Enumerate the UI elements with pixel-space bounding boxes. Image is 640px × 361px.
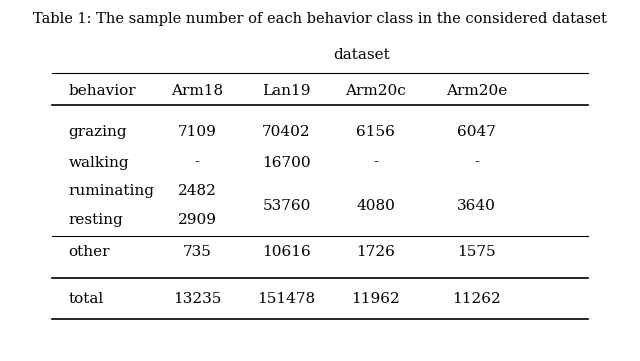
Text: 1726: 1726 — [356, 245, 396, 259]
Text: Table 1: The sample number of each behavior class in the considered dataset: Table 1: The sample number of each behav… — [33, 12, 607, 26]
Text: 53760: 53760 — [262, 199, 310, 213]
Text: total: total — [68, 292, 104, 306]
Text: grazing: grazing — [68, 125, 127, 139]
Text: 11962: 11962 — [351, 292, 400, 306]
Text: Arm20c: Arm20c — [346, 84, 406, 98]
Text: 735: 735 — [182, 245, 211, 259]
Text: Arm20e: Arm20e — [446, 84, 508, 98]
Text: 6156: 6156 — [356, 125, 396, 139]
Text: 3640: 3640 — [457, 199, 496, 213]
Text: 13235: 13235 — [173, 292, 221, 306]
Text: Arm18: Arm18 — [171, 84, 223, 98]
Text: 11262: 11262 — [452, 292, 501, 306]
Text: other: other — [68, 245, 110, 259]
Text: 151478: 151478 — [257, 292, 316, 306]
Text: 10616: 10616 — [262, 245, 311, 259]
Text: 1575: 1575 — [458, 245, 496, 259]
Text: 70402: 70402 — [262, 125, 311, 139]
Text: 16700: 16700 — [262, 156, 311, 170]
Text: -: - — [195, 156, 200, 170]
Text: 7109: 7109 — [177, 125, 216, 139]
Text: Lan19: Lan19 — [262, 84, 310, 98]
Text: 4080: 4080 — [356, 199, 396, 213]
Text: 2909: 2909 — [177, 213, 216, 227]
Text: 2482: 2482 — [177, 184, 216, 198]
Text: resting: resting — [68, 213, 123, 227]
Text: dataset: dataset — [333, 48, 390, 62]
Text: -: - — [373, 156, 378, 170]
Text: ruminating: ruminating — [68, 184, 154, 198]
Text: -: - — [474, 156, 479, 170]
Text: behavior: behavior — [68, 84, 136, 98]
Text: 6047: 6047 — [457, 125, 496, 139]
Text: walking: walking — [68, 156, 129, 170]
